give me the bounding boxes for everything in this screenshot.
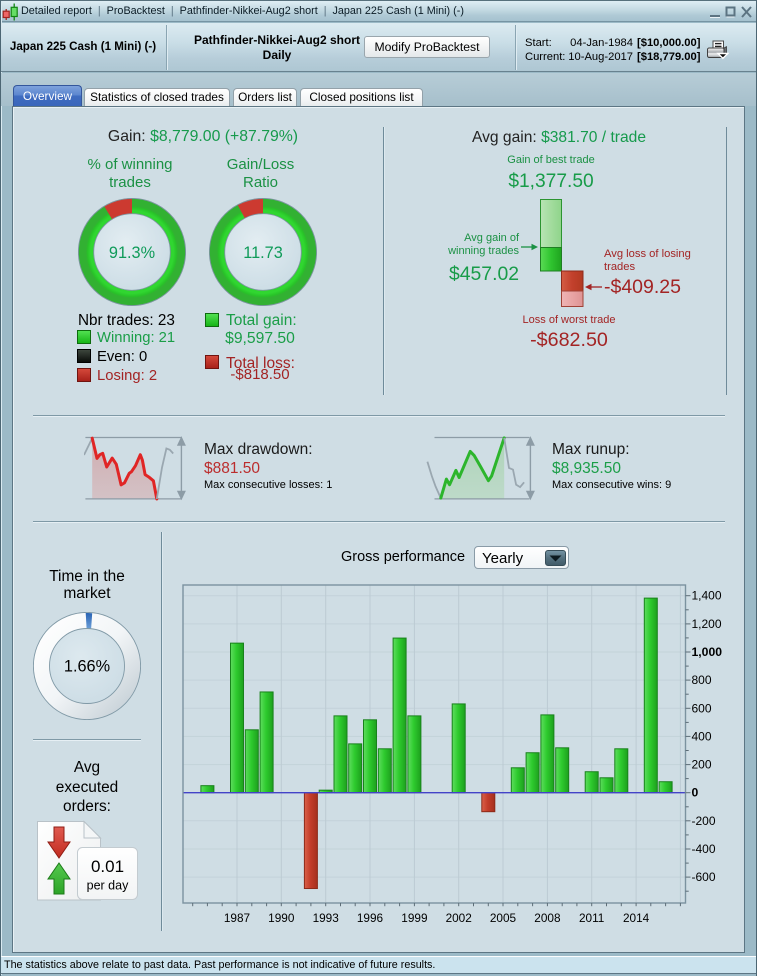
svg-text:91.3%: 91.3% [109, 244, 155, 262]
svg-text:1996: 1996 [357, 911, 384, 925]
svg-text:2008: 2008 [534, 911, 561, 925]
svg-text:600: 600 [692, 701, 712, 715]
svg-text:11.73: 11.73 [243, 244, 283, 262]
svg-text:0.01: 0.01 [91, 857, 124, 876]
svg-text:1993: 1993 [313, 911, 340, 925]
svg-text:1999: 1999 [401, 911, 427, 925]
svg-text:1,400: 1,400 [692, 589, 722, 603]
svg-text:400: 400 [692, 729, 712, 743]
svg-text:1,200: 1,200 [692, 617, 722, 631]
svg-text:2011: 2011 [579, 911, 604, 925]
svg-text:0: 0 [692, 786, 699, 800]
svg-text:-200: -200 [692, 814, 716, 828]
svg-text:2005: 2005 [490, 911, 517, 925]
svg-text:200: 200 [692, 758, 712, 772]
svg-text:per day: per day [87, 879, 129, 893]
svg-text:800: 800 [692, 673, 712, 687]
svg-text:-400: -400 [692, 842, 716, 856]
svg-text:1,000: 1,000 [692, 645, 723, 659]
svg-text:1.66%: 1.66% [64, 658, 110, 676]
svg-text:2014: 2014 [623, 911, 650, 925]
svg-text:1990: 1990 [268, 911, 295, 925]
svg-text:-600: -600 [692, 870, 716, 884]
svg-text:1987: 1987 [224, 911, 250, 925]
svg-text:2002: 2002 [446, 911, 472, 925]
